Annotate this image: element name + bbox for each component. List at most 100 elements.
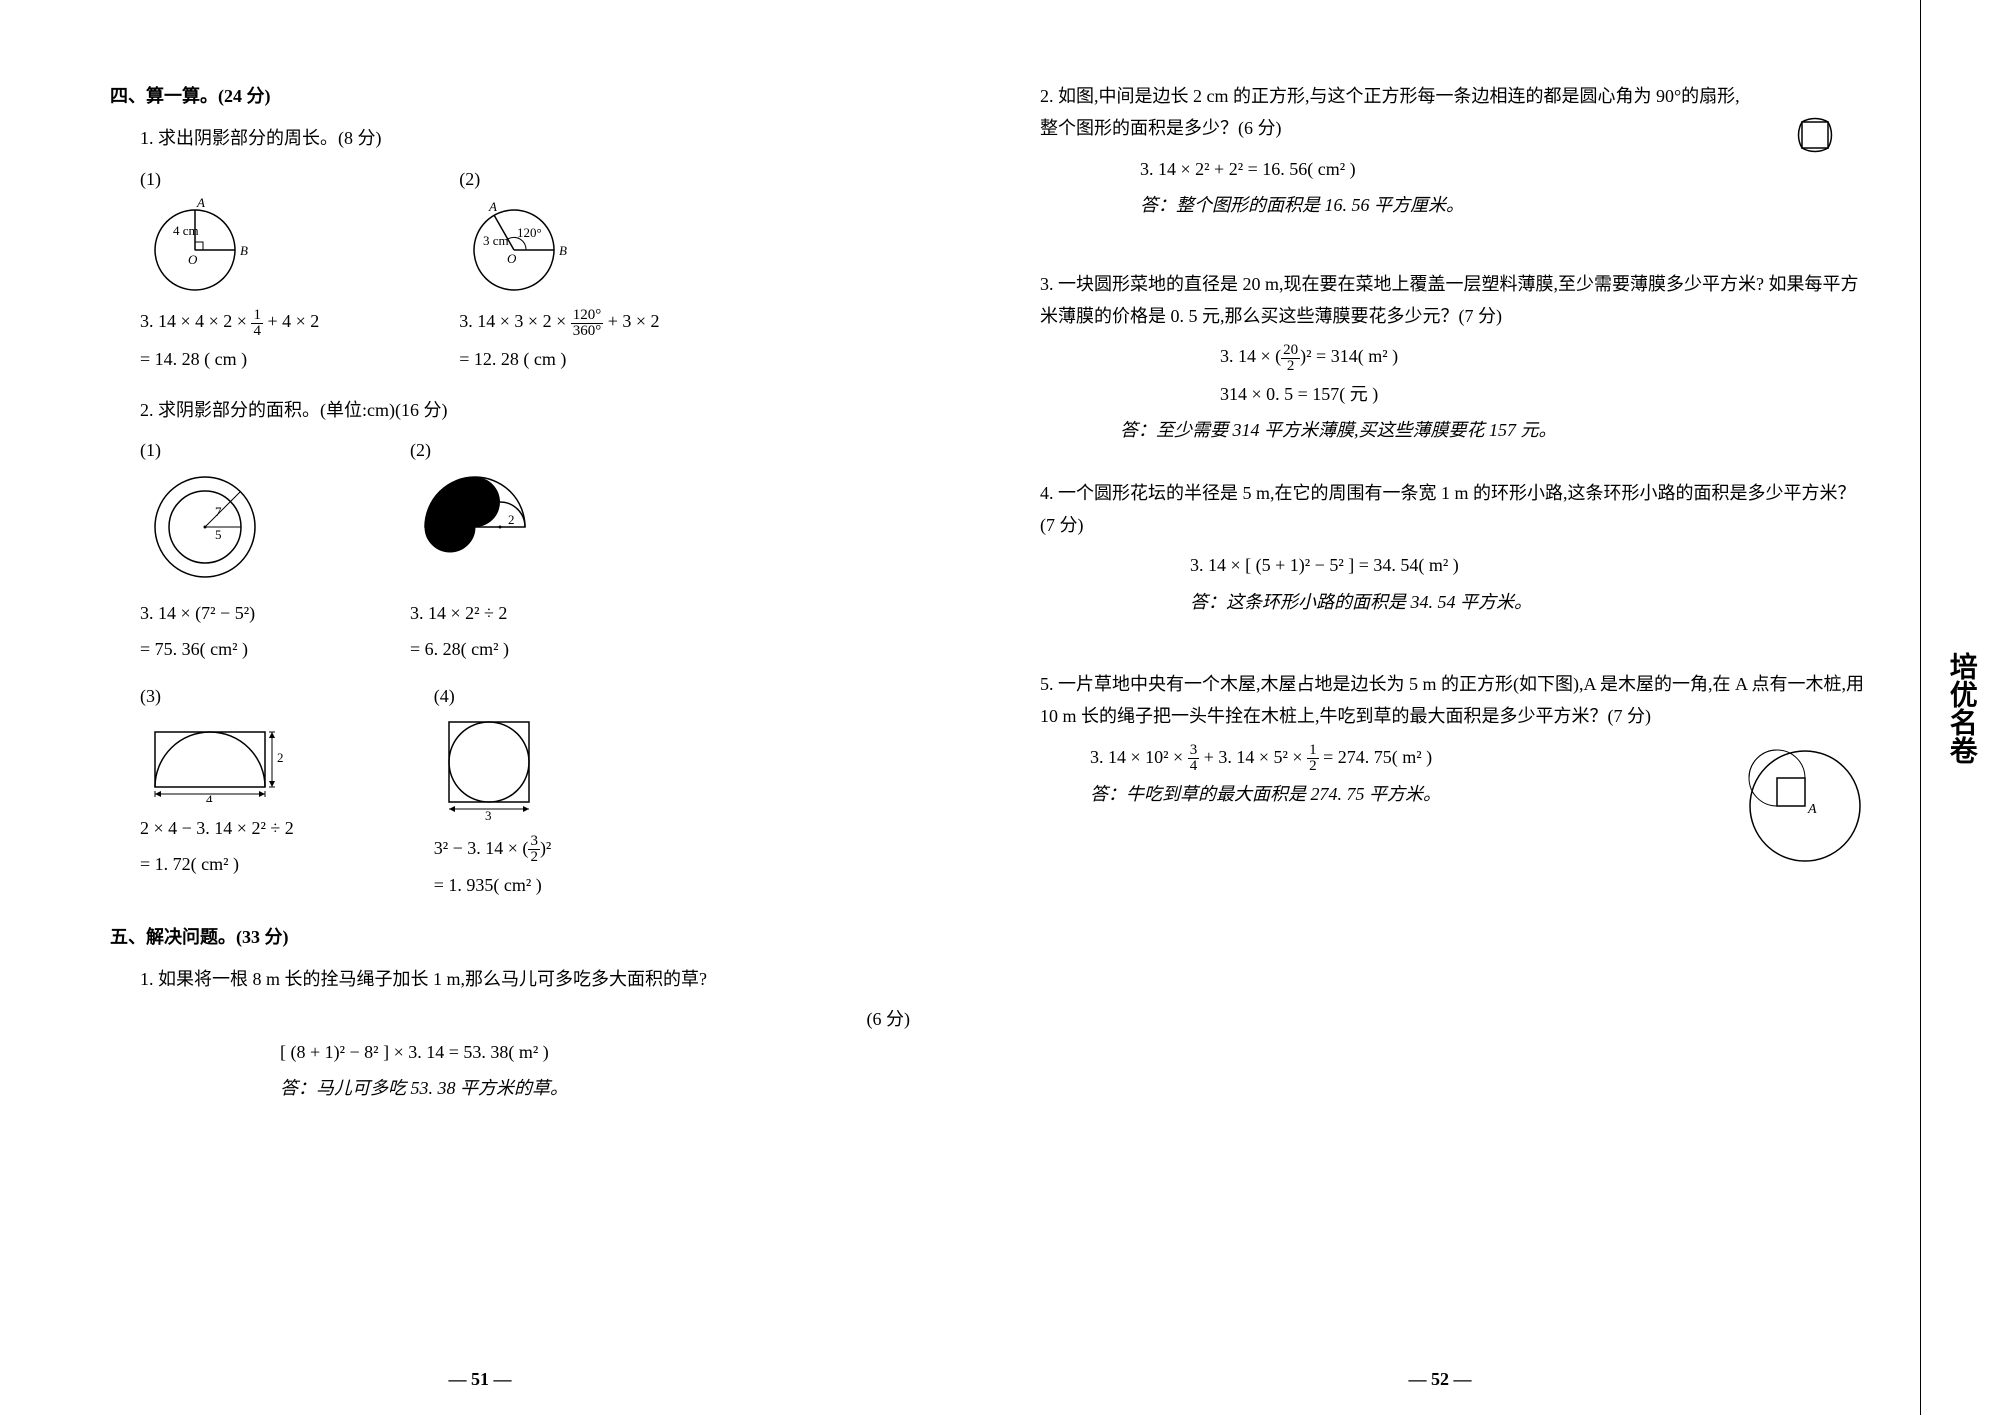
svg-text:2: 2 bbox=[508, 512, 515, 527]
s4-q2-p1-calc: 3. 14 × (7² − 5²) bbox=[140, 597, 270, 629]
s5-q2-answer: 答：整个图形的面积是 16. 56 平方厘米。 bbox=[1040, 189, 1740, 221]
s5-q3-calc2: 314 × 0. 5 = 157( 元 ) bbox=[1040, 378, 1870, 410]
frac: 202 bbox=[1281, 343, 1300, 374]
frac-bot: 2 bbox=[528, 850, 540, 865]
left-page: 四、算一算。(24 分) 1. 求出阴影部分的周长。(8 分) (1) A B … bbox=[0, 0, 960, 1415]
page-num-right: — 52 — bbox=[1409, 1363, 1472, 1395]
s5-q5: 5. 一片草地中央有一个木屋,木屋占地是边长为 5 m 的正方形(如下图),A … bbox=[1010, 668, 1870, 881]
s4-q2-row1: (1) 7 5 3. 14 × (7² − 5²) = 75. 36( cm² … bbox=[140, 434, 910, 669]
s5-q2-calc: 3. 14 × 2² + 2² = 16. 56( cm² ) bbox=[1040, 153, 1740, 185]
s5-q3: 3. 一块圆形菜地的直径是 20 m,现在要在菜地上覆盖一层塑料薄膜,至少需要薄… bbox=[1010, 268, 1870, 447]
frac-bot: 360° bbox=[571, 324, 604, 339]
svg-text:A: A bbox=[488, 199, 497, 214]
calc-text: 3. 14 × 10² × bbox=[1090, 747, 1188, 767]
s5-q1: 1. 如果将一根 8 m 长的拴马绳子加长 1 m,那么马儿可多吃多大面积的草?… bbox=[110, 963, 910, 1105]
frac: 32 bbox=[528, 834, 540, 865]
calc-text: 3² − 3. 14 × ( bbox=[434, 838, 529, 858]
s4-q2-p3-result: = 1. 72( cm² ) bbox=[140, 848, 294, 880]
page-num-left: — 51 — bbox=[449, 1363, 512, 1395]
s5-q1-answer: 答：马儿可多吃 53. 38 平方米的草。 bbox=[140, 1072, 910, 1104]
calc-text: )² = 314( m² ) bbox=[1300, 346, 1398, 366]
s4-q1-figures: (1) A B O 4 cm 3. 14 × 4 × 2 × 14 + 4 × … bbox=[140, 163, 910, 379]
s4-q1-p2-result: = 12. 28 ( cm ) bbox=[459, 343, 659, 375]
frac-top: 1 bbox=[1307, 743, 1319, 759]
frac: 12 bbox=[1307, 743, 1319, 774]
svg-text:3: 3 bbox=[485, 808, 492, 822]
frac: 34 bbox=[1188, 743, 1200, 774]
s4-q1-p2: (2) A B O 3 cm 120° 3. 14 × 3 × 2 × 120°… bbox=[459, 163, 659, 379]
s4-q1: 1. 求出阴影部分的周长。(8 分) (1) A B O 4 cm 3. 14 … bbox=[110, 122, 910, 379]
calc-text: 3. 14 × ( bbox=[1220, 346, 1281, 366]
frac-top: 20 bbox=[1281, 343, 1300, 359]
calc-text: = 274. 75( m² ) bbox=[1319, 747, 1433, 767]
s5-q1-calc: [ (8 + 1)² − 8² ] × 3. 14 = 53. 38( m² ) bbox=[140, 1036, 910, 1068]
svg-text:4: 4 bbox=[206, 792, 213, 802]
s4-q2-p3: (3) 4 2 2 × 4 − 3. 14 bbox=[140, 680, 294, 906]
s4-q2-p3-label: (3) bbox=[140, 680, 294, 712]
s5-q5-answer: 答：牛吃到草的最大面积是 274. 75 平方米。 bbox=[1040, 778, 1720, 810]
s4-q2-p2-figure: 2 bbox=[410, 467, 540, 587]
frac-top: 120° bbox=[571, 308, 604, 324]
s5-q2-title: 2. 如图,中间是边长 2 cm 的正方形,与这个正方形每一条边相连的都是圆心角… bbox=[1040, 80, 1740, 145]
section5-title: 五、解决问题。(33 分) bbox=[110, 921, 910, 953]
svg-text:4 cm: 4 cm bbox=[173, 223, 199, 238]
s5-q4-calc: 3. 14 × [ (5 + 1)² − 5² ] = 34. 54( m² ) bbox=[1040, 549, 1870, 581]
s4-q2-p2-label: (2) bbox=[410, 434, 540, 466]
frac: 14 bbox=[251, 308, 263, 339]
s4-q2-p3-figure: 4 2 bbox=[140, 712, 290, 802]
s5-q4: 4. 一个圆形花坛的半径是 5 m,在它的周围有一条宽 1 m 的环形小路,这条… bbox=[1010, 477, 1870, 619]
frac: 120°360° bbox=[571, 308, 604, 339]
s4-q2-p1-result: = 75. 36( cm² ) bbox=[140, 633, 270, 665]
s4-q2: 2. 求阴影部分的面积。(单位:cm)(16 分) (1) 7 5 3. 14 … bbox=[110, 394, 910, 906]
svg-text:7: 7 bbox=[215, 504, 222, 519]
s4-q2-p3-calc: 2 × 4 − 3. 14 × 2² ÷ 2 bbox=[140, 812, 294, 844]
svg-text:A: A bbox=[1807, 802, 1817, 817]
s5-q4-answer: 答：这条环形小路的面积是 34. 54 平方米。 bbox=[1040, 586, 1870, 618]
calc-text: + 3. 14 × 5² × bbox=[1199, 747, 1307, 767]
s4-q1-p1: (1) A B O 4 cm 3. 14 × 4 × 2 × 14 + 4 × … bbox=[140, 163, 319, 379]
svg-text:B: B bbox=[240, 243, 248, 258]
s5-q3-title: 3. 一块圆形菜地的直径是 20 m,现在要在菜地上覆盖一层塑料薄膜,至少需要薄… bbox=[1040, 268, 1870, 333]
s4-q1-p1-label: (1) bbox=[140, 163, 319, 195]
calc-text: )² bbox=[540, 838, 551, 858]
s5-q2: 2. 如图,中间是边长 2 cm 的正方形,与这个正方形每一条边相连的都是圆心角… bbox=[1010, 80, 1870, 228]
s5-q3-calc1: 3. 14 × (202)² = 314( m² ) bbox=[1040, 340, 1870, 373]
s5-q4-title: 4. 一个圆形花坛的半径是 5 m,在它的周围有一条宽 1 m 的环形小路,这条… bbox=[1040, 477, 1870, 542]
calc-text: + 4 × 2 bbox=[263, 311, 319, 331]
svg-text:3 cm: 3 cm bbox=[483, 233, 509, 248]
s4-q2-p4: (4) 3 3² − 3. 14 × (32)² = 1. 935( cm² ) bbox=[434, 680, 552, 906]
right-page: 2. 如图,中间是边长 2 cm 的正方形,与这个正方形每一条边相连的都是圆心角… bbox=[960, 0, 1920, 1415]
s4-q2-p2-calc: 3. 14 × 2² ÷ 2 bbox=[410, 597, 540, 629]
svg-text:O: O bbox=[507, 251, 517, 266]
s4-q1-p2-label: (2) bbox=[459, 163, 659, 195]
frac-bot: 2 bbox=[1281, 359, 1300, 374]
frac-bot: 4 bbox=[251, 324, 263, 339]
calc-text: 3. 14 × 3 × 2 × bbox=[459, 311, 570, 331]
frac-top: 3 bbox=[528, 834, 540, 850]
s4-q1-title: 1. 求出阴影部分的周长。(8 分) bbox=[140, 122, 910, 154]
s4-q1-p1-result: = 14. 28 ( cm ) bbox=[140, 343, 319, 375]
s5-q3-answer: 答：至少需要 314 平方米薄膜,买这些薄膜要花 157 元。 bbox=[1040, 414, 1870, 446]
s4-q2-p1-label: (1) bbox=[140, 434, 270, 466]
svg-text:A: A bbox=[196, 195, 205, 210]
s4-q1-p2-calc: 3. 14 × 3 × 2 × 120°360° + 3 × 2 bbox=[459, 305, 659, 338]
s5-q2-figure bbox=[1760, 80, 1870, 190]
s4-q2-row2: (3) 4 2 2 × 4 − 3. 14 bbox=[140, 680, 910, 906]
sidebar: 培优名卷 bbox=[1920, 0, 2000, 1415]
calc-text: + 3 × 2 bbox=[603, 311, 659, 331]
s4-q2-p2: (2) 2 3. 14 × 2² ÷ 2 = 6. 28( cm² ) bbox=[410, 434, 540, 669]
s5-q5-calc: 3. 14 × 10² × 34 + 3. 14 × 5² × 12 = 274… bbox=[1040, 741, 1720, 774]
sidebar-brand: 培优名卷 bbox=[1935, 652, 1985, 764]
s4-q2-title: 2. 求阴影部分的面积。(单位:cm)(16 分) bbox=[140, 394, 910, 426]
s4-q1-p1-calc: 3. 14 × 4 × 2 × 14 + 4 × 2 bbox=[140, 305, 319, 338]
svg-text:2: 2 bbox=[277, 750, 284, 765]
s4-q1-p2-figure: A B O 3 cm 120° bbox=[459, 195, 579, 295]
s4-q2-p4-calc: 3² − 3. 14 × (32)² bbox=[434, 832, 552, 865]
s4-q2-p2-result: = 6. 28( cm² ) bbox=[410, 633, 540, 665]
svg-text:B: B bbox=[559, 243, 567, 258]
svg-text:O: O bbox=[188, 252, 198, 267]
s4-q2-p1-figure: 7 5 bbox=[140, 467, 270, 587]
svg-text:5: 5 bbox=[215, 527, 222, 542]
s5-q5-figure: A bbox=[1740, 741, 1870, 871]
frac-bot: 2 bbox=[1307, 759, 1319, 774]
